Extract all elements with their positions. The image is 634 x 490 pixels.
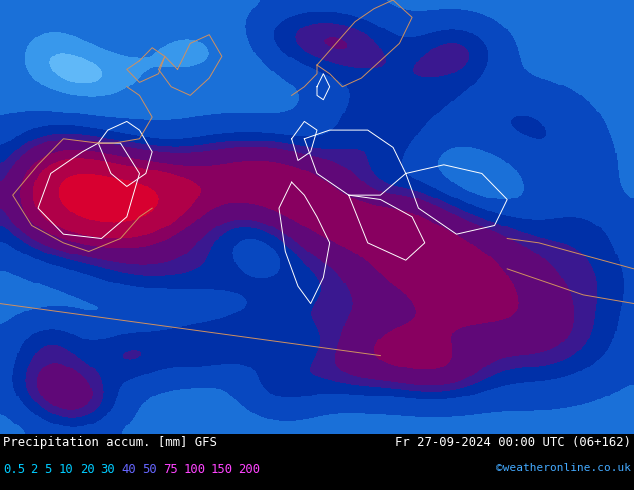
- Text: 0.5: 0.5: [3, 463, 25, 476]
- Text: 200: 200: [238, 463, 261, 476]
- Text: 50: 50: [142, 463, 157, 476]
- Text: Fr 27-09-2024 00:00 UTC (06+162): Fr 27-09-2024 00:00 UTC (06+162): [395, 436, 631, 449]
- Text: 10: 10: [59, 463, 74, 476]
- Text: 150: 150: [211, 463, 233, 476]
- Text: Precipitation accum. [mm] GFS: Precipitation accum. [mm] GFS: [3, 436, 217, 449]
- Text: ©weatheronline.co.uk: ©weatheronline.co.uk: [496, 463, 631, 473]
- Text: 100: 100: [184, 463, 206, 476]
- Text: 75: 75: [163, 463, 178, 476]
- Text: 20: 20: [80, 463, 94, 476]
- Text: 40: 40: [121, 463, 136, 476]
- Text: 2: 2: [30, 463, 37, 476]
- Text: 5: 5: [44, 463, 52, 476]
- Text: 30: 30: [101, 463, 115, 476]
